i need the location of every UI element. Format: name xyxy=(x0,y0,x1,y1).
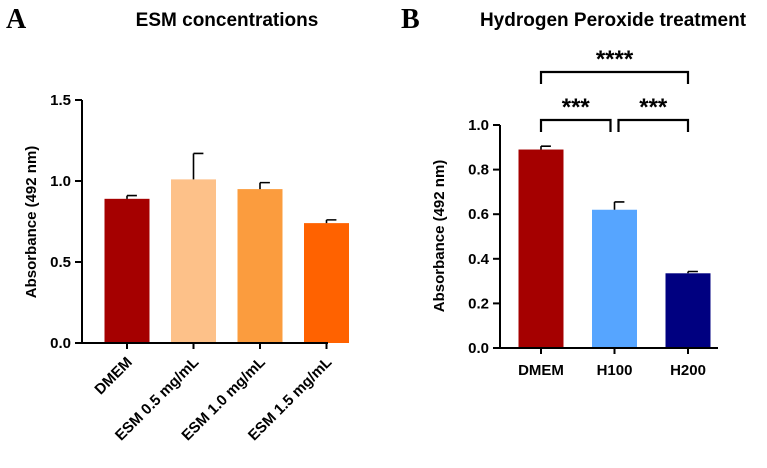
panel-letter-b: B xyxy=(401,4,420,35)
b-significance-label-0: *** xyxy=(562,94,591,121)
b-y-tick-label: 0.2 xyxy=(468,295,489,312)
a-bar-1 xyxy=(171,179,216,343)
b-bar-2 xyxy=(665,273,711,348)
b-error-bar-2 xyxy=(687,270,698,274)
b-y-tick-label: 0.4 xyxy=(468,251,490,268)
panel-a-y-axis-label: Absorbance (492 nm) xyxy=(23,146,40,299)
panel-b: B Hydrogen Peroxide treatment Absorbance… xyxy=(401,4,747,379)
a-bar-2 xyxy=(237,189,283,343)
b-y-tick-label: 0.0 xyxy=(468,340,489,357)
panel-b-y-axis-label: Absorbance (492 nm) xyxy=(431,160,448,313)
b-significance-label-2: **** xyxy=(596,46,634,73)
panel-a-axes xyxy=(81,100,328,344)
b-significance-bracket-0 xyxy=(539,118,612,132)
a-y-tick-label: 1.0 xyxy=(50,173,71,190)
a-error-bar-2 xyxy=(259,181,270,190)
b-x-tick-label-1: H100 xyxy=(597,362,633,379)
b-x-tick-label-2: H200 xyxy=(670,362,706,379)
b-bar-1 xyxy=(592,209,637,348)
b-y-tick-label: 0.6 xyxy=(468,206,489,223)
a-x-tick-label-0: DMEM xyxy=(91,354,135,398)
panel-b-title: Hydrogen Peroxide treatment xyxy=(480,10,747,31)
b-error-bar-1 xyxy=(613,201,625,210)
a-y-tick-label: 0.5 xyxy=(50,254,71,271)
b-y-tick-label: 1.0 xyxy=(468,117,489,134)
b-x-tick-label-0: DMEM xyxy=(518,362,564,379)
b-significance-bracket-2 xyxy=(539,70,690,84)
a-bar-0 xyxy=(104,198,150,343)
panel-a-title: ESM concentrations xyxy=(136,10,319,31)
b-significance-bracket-1 xyxy=(617,118,690,132)
panel-letter-a: A xyxy=(6,4,27,35)
b-y-tick-label: 0.8 xyxy=(468,162,489,179)
a-y-tick-label: 0.0 xyxy=(50,335,71,352)
panel-b-axes xyxy=(499,125,718,349)
b-bar-0 xyxy=(518,149,564,348)
a-error-bar-1 xyxy=(192,152,204,180)
b-significance-label-1: *** xyxy=(639,94,668,121)
b-error-bar-0 xyxy=(540,145,551,150)
a-y-tick-label: 1.5 xyxy=(50,92,71,109)
a-error-bar-3 xyxy=(325,219,337,224)
panel-a: A ESM concentrations Absorbance (492 nm)… xyxy=(6,4,349,444)
a-bar-3 xyxy=(304,223,349,343)
a-error-bar-0 xyxy=(126,194,137,199)
